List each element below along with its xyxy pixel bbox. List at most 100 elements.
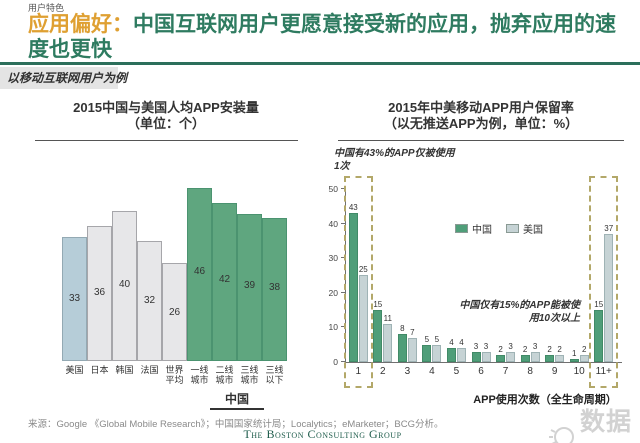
category-label: 7 bbox=[502, 366, 509, 377]
bar-group-10: 1 2 10 bbox=[567, 189, 592, 377]
eyebrow-label: 用户特色 bbox=[28, 3, 65, 13]
y-tick-mark bbox=[341, 188, 345, 189]
bar-value: 39 bbox=[243, 280, 256, 292]
annotation-ten-times: 中国仅有15%的APP能被使用10次以上 bbox=[459, 300, 580, 324]
category-label: 世界平均 bbox=[165, 365, 184, 385]
bar-column-世界平均: 26 世界平均 bbox=[162, 188, 187, 385]
bar-wrap: 5 bbox=[422, 189, 432, 362]
category-label: 法国 bbox=[140, 365, 159, 375]
bar-wrap: 8 bbox=[397, 189, 407, 362]
bar bbox=[407, 338, 417, 362]
category-label: 11+ bbox=[595, 366, 612, 377]
bar-value: 15 bbox=[373, 300, 383, 309]
bar-column-三线以下: 38 三线以下 bbox=[262, 188, 287, 385]
right-chart-title: 2015年中美移动APP用户保留率 （以无推送APP为例，单位：%） bbox=[333, 100, 629, 132]
bar-value: 3 bbox=[473, 342, 479, 351]
bar-wrap: 2 bbox=[555, 189, 565, 362]
y-tick-label: 20 bbox=[328, 287, 338, 298]
bar bbox=[456, 348, 466, 362]
bar bbox=[569, 359, 579, 362]
bar: 26 bbox=[162, 263, 187, 361]
bar-value: 5 bbox=[424, 335, 430, 344]
bar-value: 25 bbox=[358, 265, 368, 274]
annotation-used-once: 中国有43%的APP仅被使用1次 bbox=[334, 148, 455, 172]
bar-value: 1 bbox=[571, 349, 577, 358]
legend-swatch-china bbox=[455, 224, 468, 233]
bar-wrap: 5 bbox=[432, 189, 442, 362]
bar-value: 3 bbox=[508, 342, 513, 351]
bar-column-法国: 32 法国 bbox=[137, 188, 162, 375]
category-label: 日本 bbox=[90, 365, 109, 375]
right-chart-plot: 43 25 1 15 11 2 8 7 3 5 5 4 4 4 5 3 3 6 2 3 7 2 3 8 2 2 9 1 2 10 15 37 1… bbox=[344, 176, 618, 388]
bar bbox=[604, 234, 614, 362]
bar-wrap: 2 bbox=[579, 189, 589, 362]
category-label: 三线以下 bbox=[265, 365, 284, 385]
bar: 36 bbox=[87, 226, 112, 361]
bar bbox=[496, 355, 506, 362]
bar bbox=[373, 310, 383, 362]
bar-column-美国: 33 美国 bbox=[62, 188, 87, 375]
bar-wrap: 3 bbox=[471, 189, 481, 362]
legend-label-usa: 美国 bbox=[523, 225, 543, 236]
bar bbox=[481, 352, 491, 362]
category-label: 二线城市 bbox=[215, 365, 234, 385]
bar: 42 bbox=[212, 203, 237, 361]
bar bbox=[397, 334, 407, 362]
tagline-badge: 以移动互联网用户为例 bbox=[0, 67, 127, 89]
bar-value: 37 bbox=[604, 224, 614, 233]
bar-value: 2 bbox=[498, 345, 503, 354]
bar bbox=[530, 352, 540, 362]
bar-wrap: 3 bbox=[530, 189, 540, 362]
bar: 33 bbox=[62, 237, 87, 361]
bar-wrap: 3 bbox=[506, 189, 516, 362]
bar-value: 4 bbox=[449, 338, 454, 347]
right-chart-yaxis: 0 10 20 30 40 50 bbox=[322, 184, 345, 367]
left-chart-plot: 33 美国 36 日本 40 韩国 32 法国 26 世界平均 46 一线城市 42 二线城市 39 三线城市… bbox=[62, 188, 287, 385]
category-label: 韩国 bbox=[115, 365, 134, 375]
legend-swatch-usa bbox=[506, 224, 519, 233]
bar bbox=[348, 213, 358, 362]
y-tick-label: 50 bbox=[328, 184, 338, 194]
bar-value: 43 bbox=[348, 203, 358, 212]
bcg-logo-text: The Boston Consulting Group bbox=[243, 427, 402, 441]
bar bbox=[555, 355, 565, 362]
bar bbox=[432, 345, 442, 362]
bar-wrap: 15 bbox=[373, 189, 383, 362]
bar-value: 36 bbox=[93, 286, 106, 298]
category-label: 2 bbox=[380, 366, 386, 377]
bar-column-韩国: 40 韩国 bbox=[112, 188, 137, 375]
y-tick-mark bbox=[341, 361, 345, 362]
bar-value: 7 bbox=[410, 328, 415, 337]
bar-group-2: 15 11 2 bbox=[371, 189, 396, 377]
right-chart-title-line1: 2015年中美移动APP用户保留率 bbox=[388, 100, 574, 115]
bar-wrap: 43 bbox=[348, 189, 358, 362]
bar-value: 2 bbox=[522, 345, 528, 354]
page-title: 应用偏好：中国互联网用户更愿意接受新的应用，抛弃应用的速度也更快 bbox=[28, 12, 624, 62]
bar-value: 33 bbox=[68, 292, 81, 304]
watermark-sun-icon bbox=[548, 421, 578, 443]
bar-value: 8 bbox=[400, 324, 405, 333]
bar bbox=[422, 345, 432, 362]
bar-wrap: 2 bbox=[545, 189, 555, 362]
bar bbox=[594, 310, 604, 362]
bar-wrap: 4 bbox=[456, 189, 466, 362]
bar-value: 3 bbox=[532, 342, 538, 351]
right-chart-baseline bbox=[345, 362, 622, 363]
legend-label-china: 中国 bbox=[472, 225, 492, 236]
legend: 中国 美国 bbox=[455, 221, 543, 236]
bar-value: 38 bbox=[268, 282, 281, 294]
y-tick-label: 40 bbox=[328, 218, 338, 229]
bar-value: 2 bbox=[547, 345, 552, 354]
left-title-underline bbox=[35, 140, 298, 141]
bar-wrap: 25 bbox=[358, 189, 368, 362]
y-tick-mark bbox=[341, 326, 345, 328]
bar-value: 40 bbox=[118, 278, 131, 290]
bar bbox=[383, 324, 393, 362]
bar-wrap: 3 bbox=[481, 189, 491, 362]
category-label: 8 bbox=[527, 366, 533, 377]
